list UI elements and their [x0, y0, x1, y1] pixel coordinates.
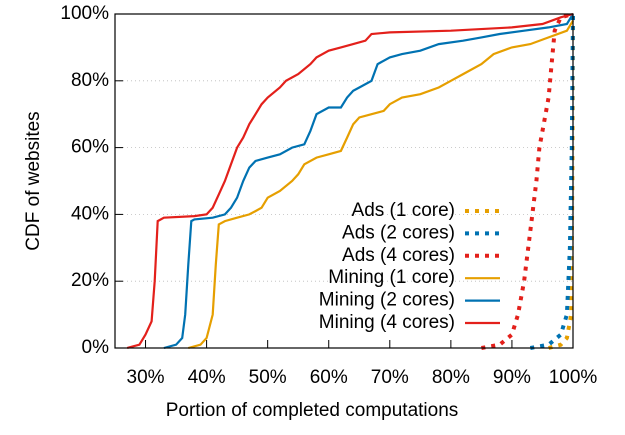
x-tick-label: 90%	[493, 367, 531, 388]
legend-label: Mining (1 core)	[328, 267, 455, 288]
x-axis-label: Portion of completed computations	[166, 400, 459, 421]
y-tick-label: 20%	[71, 270, 109, 291]
series-line	[481, 12, 574, 350]
x-tick-label: 60%	[310, 367, 348, 388]
legend-label: Mining (4 cores)	[319, 312, 455, 333]
series-line	[188, 20, 574, 350]
y-tick-label: 40%	[71, 203, 109, 224]
legend-label: Ads (1 core)	[352, 200, 455, 221]
y-tick-label: 100%	[60, 3, 109, 24]
x-tick-label: 40%	[188, 367, 226, 388]
y-tick-label: 80%	[71, 70, 109, 91]
x-tick-label: 70%	[371, 367, 409, 388]
series-line	[126, 12, 574, 350]
series-line	[163, 13, 574, 350]
y-tick-label: 60%	[71, 137, 109, 158]
series-line	[529, 13, 575, 350]
x-tick-label: 80%	[432, 367, 470, 388]
plot-frame	[114, 13, 574, 349]
x-tick-label: 30%	[127, 367, 165, 388]
legend-label: Ads (4 cores)	[342, 245, 455, 266]
y-axis-label: CDF of websites	[23, 111, 44, 250]
x-tick-label: 100%	[549, 367, 598, 388]
legend-label: Mining (2 cores)	[319, 290, 455, 311]
legend-label: Ads (2 cores)	[342, 222, 455, 243]
series-line	[548, 13, 575, 350]
y-tick-label: 0%	[82, 337, 110, 358]
x-tick-label: 50%	[249, 367, 287, 388]
